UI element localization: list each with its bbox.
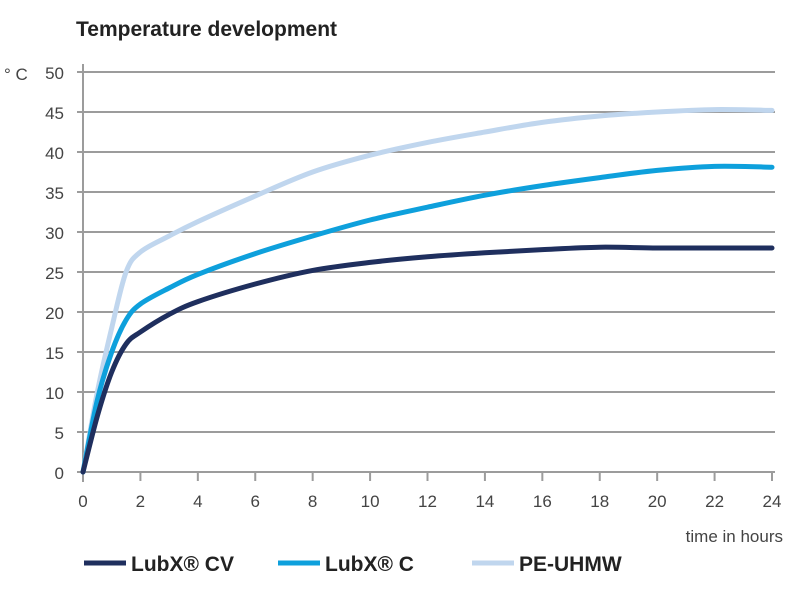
legend-label: LubX® C — [325, 553, 414, 576]
x-tick-label: 20 — [648, 492, 667, 511]
x-tick-label: 0 — [78, 492, 87, 511]
y-tick-label: 5 — [55, 424, 64, 443]
y-tick-label: 50 — [45, 64, 64, 83]
x-tick-label: 14 — [475, 492, 494, 511]
y-tick-label: 30 — [45, 224, 64, 243]
y-tick-label: 40 — [45, 144, 64, 163]
x-tick-label: 4 — [193, 492, 202, 511]
y-tick-label: 10 — [45, 384, 64, 403]
series-line-2 — [80, 107, 775, 475]
y-tick-label: 25 — [45, 264, 64, 283]
y-tick-label: 15 — [45, 344, 64, 363]
series-line-1 — [80, 163, 775, 475]
y-tick-label: 0 — [55, 464, 64, 483]
x-tick-label: 18 — [590, 492, 609, 511]
y-axis-label: ° C — [4, 65, 28, 84]
y-tick-label: 45 — [45, 104, 64, 123]
x-tick-label: 8 — [308, 492, 317, 511]
x-tick-label: 2 — [136, 492, 145, 511]
series-line-0 — [80, 244, 775, 475]
y-tick-label: 35 — [45, 184, 64, 203]
x-tick-label: 16 — [533, 492, 552, 511]
x-tick-label: 22 — [705, 492, 724, 511]
x-axis-label: time in hours — [686, 527, 783, 546]
x-tick-label: 12 — [418, 492, 437, 511]
x-tick-label: 10 — [361, 492, 380, 511]
y-tick-label: 20 — [45, 304, 64, 323]
x-tick-label: 24 — [763, 492, 782, 511]
legend-label: PE-UHMW — [519, 553, 622, 576]
x-tick-label: 6 — [251, 492, 260, 511]
chart-title: Temperature development — [76, 18, 338, 41]
legend-label: LubX® CV — [131, 553, 234, 576]
